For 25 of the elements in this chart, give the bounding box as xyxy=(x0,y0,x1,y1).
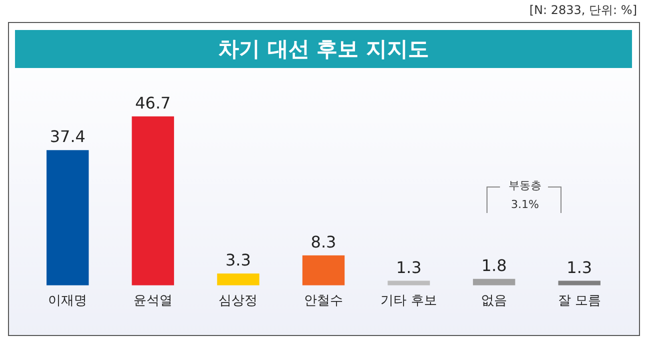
annotation: 3.1% xyxy=(510,198,540,211)
x-tick-label: 윤석열 xyxy=(133,294,172,309)
data-label: 37.4 xyxy=(50,127,86,146)
bar xyxy=(132,116,174,286)
x-tick-label: 안철수 xyxy=(304,294,343,309)
bar xyxy=(302,255,345,286)
text: [N: 2833, 단위: %] xyxy=(529,2,637,19)
data-label: 3.3 xyxy=(225,250,251,270)
bar xyxy=(472,278,516,286)
data-label: 1.3 xyxy=(566,258,592,277)
data-label: 1.8 xyxy=(481,256,507,276)
x-tick-label: 심상정 xyxy=(218,294,258,309)
bar xyxy=(217,273,260,286)
bar xyxy=(558,280,600,286)
data-label: 46.7 xyxy=(135,94,171,113)
data-label: 8.3 xyxy=(310,232,336,252)
annotation: 부동층 xyxy=(508,178,542,193)
x-tick-label: 없음 xyxy=(481,294,508,309)
data-label: 1.3 xyxy=(396,258,422,277)
x-tick-label: 잘 모름 xyxy=(558,294,601,309)
bar xyxy=(46,150,89,286)
x-tick-label: 기타 후보 xyxy=(380,294,437,309)
x-tick-label: 이재명 xyxy=(48,294,88,309)
chart-title: 차기 대선 후보 지지도 xyxy=(15,30,632,68)
bar xyxy=(388,280,430,286)
